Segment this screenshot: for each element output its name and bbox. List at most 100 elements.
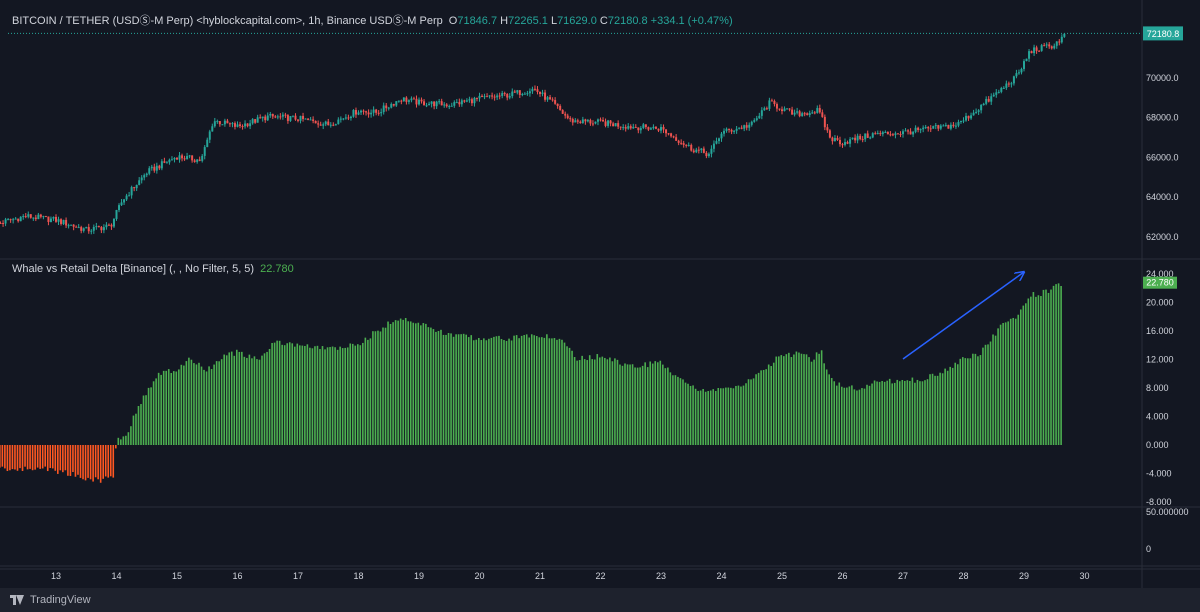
histogram-bar xyxy=(694,388,697,445)
histogram-bar xyxy=(493,336,495,445)
histogram-bar xyxy=(228,352,231,445)
histogram-bar xyxy=(132,415,135,445)
histogram-bar xyxy=(367,339,369,445)
candle-body xyxy=(337,119,340,125)
candle-body xyxy=(39,214,42,217)
candle-body xyxy=(29,214,32,218)
histogram-bar xyxy=(523,335,525,445)
candle-body xyxy=(702,148,705,153)
histogram-bar xyxy=(54,445,57,471)
candle-body xyxy=(508,96,511,98)
histogram-bar xyxy=(596,354,599,445)
histogram-bar xyxy=(77,445,79,475)
candle-body xyxy=(788,108,791,110)
candle-body xyxy=(511,91,514,97)
candle-body xyxy=(697,149,700,151)
histogram-bar xyxy=(825,369,828,445)
histogram-bar xyxy=(619,364,621,445)
histogram-bar xyxy=(372,331,374,445)
candle-body xyxy=(440,101,443,106)
candle-body xyxy=(357,112,360,115)
candle-body xyxy=(884,131,887,133)
candle-body xyxy=(755,118,758,121)
candle-body xyxy=(110,224,113,227)
candle-body xyxy=(982,103,985,105)
candle-body xyxy=(239,124,242,126)
candle-body xyxy=(949,124,952,129)
candle-body xyxy=(231,123,234,125)
candle-body xyxy=(133,187,136,189)
candle-body xyxy=(349,116,352,119)
histogram-bar xyxy=(145,395,147,445)
histogram-bar xyxy=(835,385,838,445)
candle-body xyxy=(574,120,577,123)
histogram-bar xyxy=(954,362,957,445)
histogram-bar xyxy=(735,385,737,445)
candle-body xyxy=(191,155,194,161)
open-label: O xyxy=(448,15,458,27)
histogram-bar xyxy=(760,370,762,445)
histogram-bar xyxy=(656,362,659,445)
candle-body xyxy=(705,152,708,157)
histogram-bar xyxy=(102,445,104,479)
candle-body xyxy=(929,128,932,130)
candle-body xyxy=(266,115,269,121)
candle-body xyxy=(1007,83,1010,85)
candle-body xyxy=(145,173,148,176)
histogram-bar xyxy=(838,382,841,445)
candle-body xyxy=(120,202,123,206)
time-tick-label: 28 xyxy=(958,571,968,581)
candle-body xyxy=(269,113,272,116)
candle-body xyxy=(322,124,325,126)
histogram-bar xyxy=(278,340,281,445)
candle-body xyxy=(281,114,284,117)
candle-body xyxy=(778,108,781,110)
open-value: 71846.7 xyxy=(457,15,498,27)
candle-body xyxy=(415,98,418,105)
candle-body xyxy=(475,97,478,99)
candle-body xyxy=(740,127,743,129)
histogram-bar xyxy=(311,348,314,445)
candle-body xyxy=(1000,88,1003,92)
candle-body xyxy=(680,142,683,144)
candle-body xyxy=(420,99,423,102)
candle-body xyxy=(861,139,864,141)
histogram-bar xyxy=(909,380,911,445)
candle-body xyxy=(773,100,776,105)
trend-arrow[interactable] xyxy=(902,272,1024,360)
candle-body xyxy=(717,138,720,142)
histogram-bar xyxy=(941,373,944,445)
histogram-bar xyxy=(183,365,185,445)
candle-body xyxy=(571,119,574,123)
candle-body xyxy=(672,136,675,138)
histogram-bar xyxy=(172,371,175,445)
histogram-bar xyxy=(989,341,992,445)
histogram-bar xyxy=(200,366,203,445)
histogram-bar xyxy=(382,327,384,445)
histogram-bar xyxy=(430,327,432,445)
histogram-bar xyxy=(772,362,775,445)
candle-body xyxy=(985,98,988,104)
candle-body xyxy=(539,91,541,94)
candle-body xyxy=(612,123,615,127)
candle-body xyxy=(34,217,37,220)
candle-body xyxy=(276,116,279,118)
histogram-bar xyxy=(515,335,518,445)
candle-body xyxy=(87,227,90,232)
candle-body xyxy=(19,216,22,222)
histogram-bar xyxy=(846,387,848,445)
histogram-bar xyxy=(508,338,510,445)
histogram-bar xyxy=(851,385,853,445)
histogram-bar xyxy=(992,334,994,445)
candle-body xyxy=(460,100,463,105)
histogram-bar xyxy=(914,382,916,445)
candle-body xyxy=(400,100,403,102)
histogram-bar xyxy=(921,381,924,445)
candle-body xyxy=(765,108,768,110)
histogram-bar xyxy=(757,372,760,445)
histogram-bar xyxy=(863,388,866,445)
candle-body xyxy=(375,109,378,113)
histogram-bar xyxy=(601,356,604,445)
histogram-bar xyxy=(230,351,233,445)
